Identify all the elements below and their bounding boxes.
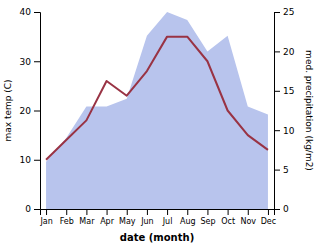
tick-label: 25	[283, 7, 294, 17]
y-axis: 0 10 20 30 40	[20, 7, 41, 214]
tick-label: 20	[283, 47, 295, 57]
tick-label: Apr	[100, 217, 115, 226]
tick-mark	[127, 209, 128, 215]
tick-label: 20	[20, 106, 32, 116]
tick-label: Sep	[200, 217, 215, 226]
tick: Apr	[100, 209, 115, 226]
tick-label: Mar	[79, 217, 95, 226]
tick: 0	[25, 204, 40, 214]
tick-mark	[274, 12, 280, 13]
tick-label: Aug	[180, 217, 196, 226]
tick-mark	[187, 209, 188, 215]
tick-mark	[34, 209, 40, 210]
tick: 10	[274, 126, 295, 136]
tick-mark	[274, 51, 280, 52]
tick-mark	[107, 209, 108, 215]
tick: 25	[274, 7, 294, 17]
chart: 0 10 20 30 40 0 5 10 15 20 25 Jan Feb Mar Apr May Jun Jul…	[0, 0, 318, 247]
tick-label: 0	[283, 204, 289, 214]
tick-mark	[167, 209, 168, 215]
tick-mark	[34, 12, 40, 13]
tick-mark	[268, 209, 269, 215]
axis-line	[275, 13, 281, 210]
x-axis: Jan Feb Mar Apr May Jun Jul Aug Sep Oct Nov Dec	[39, 209, 276, 226]
tick-label: 15	[283, 86, 294, 96]
tick: Nov	[240, 209, 256, 226]
plot: 0 10 20 30 40 0 5 10 15 20 25 Jan Feb Mar Apr May Jun Jul…	[20, 7, 295, 225]
tick-mark	[34, 61, 40, 62]
tick: Feb	[60, 209, 74, 226]
tick-label: Jun	[140, 217, 154, 226]
tick-label: 0	[25, 204, 31, 214]
y-axis-title: max temp (C)	[3, 79, 13, 141]
tick: 10	[20, 155, 40, 165]
tick: Sep	[200, 209, 215, 226]
tick-label: 5	[283, 165, 289, 175]
tick: Jun	[140, 209, 154, 226]
area	[46, 12, 268, 209]
tick: Oct	[221, 209, 235, 226]
tick-mark	[147, 209, 148, 215]
tick-label: Feb	[60, 217, 74, 226]
y2-axis-title: med. precipitation (kg/m2)	[304, 50, 314, 171]
tick-mark	[274, 91, 280, 92]
tick-label: Jul	[162, 217, 173, 226]
tick: Aug	[180, 209, 196, 226]
tick-mark	[34, 111, 40, 112]
axis-line	[41, 210, 275, 216]
tick-mark	[46, 209, 47, 215]
marks	[46, 12, 268, 209]
tick-label: Jan	[39, 217, 52, 226]
tick-label: 10	[20, 155, 32, 165]
tick-mark	[34, 160, 40, 161]
tick: 20	[20, 106, 40, 116]
tick-label: 30	[20, 57, 32, 67]
tick-label: Nov	[240, 217, 256, 226]
tick-mark	[248, 209, 249, 215]
tick-mark	[207, 209, 208, 215]
tick-mark	[228, 209, 229, 215]
tick-mark	[274, 170, 280, 171]
tick: Jan	[39, 209, 52, 226]
axis-line	[34, 13, 41, 210]
x-axis-title: date (month)	[120, 232, 194, 243]
y2-axis: 0 5 10 15 20 25	[274, 7, 295, 214]
tick-label: Dec	[261, 217, 276, 226]
tick-label: 10	[283, 126, 295, 136]
tick: 40	[20, 7, 40, 17]
tick: Dec	[261, 209, 276, 226]
tick: 0	[274, 204, 289, 214]
tick: Jul	[162, 209, 173, 226]
tick: 5	[274, 165, 289, 175]
tick-label: 40	[20, 7, 32, 17]
tick-mark	[86, 209, 87, 215]
tick: 20	[274, 47, 295, 57]
tick-mark	[274, 130, 280, 131]
tick: 30	[20, 57, 40, 67]
tick-label: Oct	[221, 217, 235, 226]
tick: Mar	[79, 209, 95, 226]
tick: May	[119, 209, 136, 226]
tick-label: May	[119, 217, 136, 226]
tick: 15	[274, 86, 294, 96]
tick-mark	[66, 209, 67, 215]
line	[46, 37, 268, 160]
